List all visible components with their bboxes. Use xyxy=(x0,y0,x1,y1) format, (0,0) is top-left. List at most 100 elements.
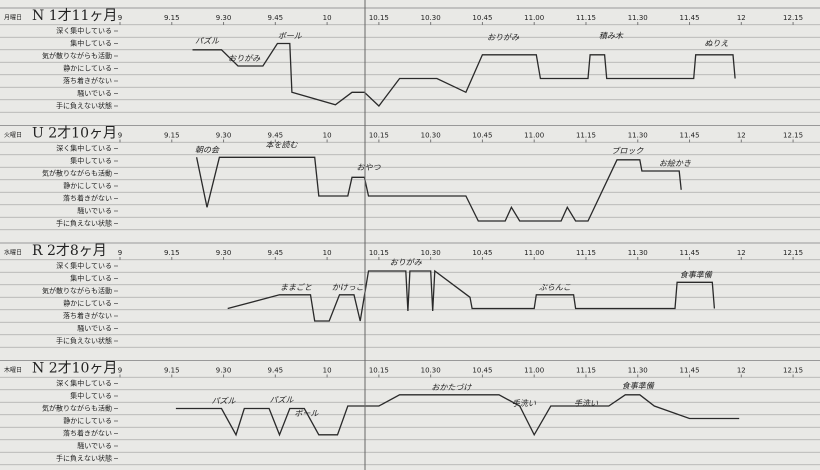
x-tick-label: 10.15 xyxy=(369,367,389,375)
x-tick-label: 12 xyxy=(737,132,746,140)
y-tick-label: 集中している xyxy=(70,391,112,400)
y-tick-label: 落ち着きがない xyxy=(63,429,112,438)
annotation: かけっこ xyxy=(332,283,364,292)
y-tick-label: 落ち着きがない xyxy=(63,194,112,203)
x-tick-label: 9.45 xyxy=(268,132,284,140)
y-tick-label: 集中している xyxy=(70,274,112,283)
y-tick-label: 手に負えない状態 xyxy=(56,336,112,345)
y-tick-label: 深く集中している xyxy=(56,261,112,270)
x-tick-label: 11.45 xyxy=(680,249,700,257)
y-tick-label: 集中している xyxy=(70,39,112,48)
y-tick-label: 落ち着きがない xyxy=(63,76,112,85)
y-tick-label: 気が散りながらも活動 xyxy=(42,286,112,295)
annotation: おりがみ xyxy=(390,258,423,267)
annotation: 食事準備 xyxy=(622,382,655,391)
x-tick-label: 9.30 xyxy=(216,132,232,140)
annotation: おやつ xyxy=(357,163,382,172)
x-tick-label: 9.15 xyxy=(164,14,180,22)
x-tick-label: 9.45 xyxy=(268,367,284,375)
y-tick-label: 深く集中している xyxy=(56,26,112,35)
annotation: 積み木 xyxy=(599,32,624,41)
x-tick-label: 11.00 xyxy=(524,132,544,140)
x-tick-label: 12.15 xyxy=(783,249,803,257)
x-tick-label: 9.45 xyxy=(268,14,284,22)
x-tick-label: 10 xyxy=(323,14,332,22)
x-tick-label: 9 xyxy=(118,249,122,257)
x-tick-label: 11.00 xyxy=(524,14,544,22)
x-tick-label: 11.00 xyxy=(524,249,544,257)
x-tick-label: 9.15 xyxy=(164,367,180,375)
x-tick-label: 12 xyxy=(737,249,746,257)
x-tick-label: 10.45 xyxy=(472,132,492,140)
x-tick-label: 10.30 xyxy=(421,367,441,375)
x-tick-label: 10.45 xyxy=(472,14,492,22)
x-tick-label: 11.15 xyxy=(576,367,596,375)
annotation: おりがみ xyxy=(487,33,520,42)
y-tick-label: 静かにしている xyxy=(63,416,112,425)
y-tick-label: 騒いでいる xyxy=(77,90,112,98)
x-tick-label: 9.15 xyxy=(164,249,180,257)
y-tick-label: 落ち着きがない xyxy=(63,311,112,320)
day-label: 月曜日 xyxy=(4,15,22,22)
x-tick-label: 9.45 xyxy=(268,249,284,257)
y-tick-label: 静かにしている xyxy=(63,299,112,308)
x-tick-label: 11.30 xyxy=(628,367,648,375)
x-tick-label: 9 xyxy=(118,14,122,22)
annotation: パズル xyxy=(212,397,237,406)
x-tick-label: 11.15 xyxy=(576,132,596,140)
x-tick-label: 11.45 xyxy=(680,132,700,140)
x-tick-label: 10.15 xyxy=(369,14,389,22)
x-tick-label: 9.30 xyxy=(216,14,232,22)
y-tick-label: 静かにしている xyxy=(63,181,112,190)
x-tick-label: 10.15 xyxy=(369,132,389,140)
annotation: ぶらんこ xyxy=(539,283,571,292)
y-tick-label: 深く集中している xyxy=(56,379,112,388)
y-tick-label: 集中している xyxy=(70,156,112,165)
y-tick-label: 騒いでいる xyxy=(77,325,112,333)
x-tick-label: 12.15 xyxy=(783,14,803,22)
annotation: お絵かき xyxy=(659,159,691,168)
annotation: おかたづけ xyxy=(431,383,472,392)
panel-title: N 1才11ヶ月 xyxy=(32,8,117,24)
day-label: 水曜日 xyxy=(4,249,22,257)
x-tick-label: 9.15 xyxy=(164,132,180,140)
annotation: ブロック xyxy=(611,147,644,156)
x-tick-label: 11.30 xyxy=(628,249,648,257)
x-tick-label: 10.30 xyxy=(421,14,441,22)
y-tick-label: 騒いでいる xyxy=(77,442,112,450)
annotation: おりがみ xyxy=(228,54,261,63)
x-tick-label: 12 xyxy=(737,14,746,22)
day-label: 木曜日 xyxy=(4,366,22,374)
x-tick-label: 11.30 xyxy=(628,132,648,140)
x-tick-label: 10 xyxy=(323,249,332,257)
paper xyxy=(0,0,820,470)
x-tick-label: 10.30 xyxy=(421,132,441,140)
annotation: 本を読む xyxy=(266,140,299,149)
annotation: 手洗い xyxy=(574,399,598,408)
panel-title: N 2才10ヶ月 xyxy=(32,361,117,377)
annotation: 食事準備 xyxy=(680,270,713,279)
y-tick-label: 静かにしている xyxy=(63,64,112,73)
x-tick-label: 9 xyxy=(118,367,122,375)
chart-sheet: 月曜日N 1才11ヶ月99.159.309.451010.1510.3010.4… xyxy=(0,0,820,470)
annotation: ままごと xyxy=(280,283,312,292)
annotation: パズル xyxy=(270,395,295,404)
annotation: 手洗い xyxy=(512,399,536,408)
x-tick-label: 9 xyxy=(118,132,122,140)
x-tick-label: 11.15 xyxy=(576,249,596,257)
y-tick-label: 手に負えない状態 xyxy=(56,101,112,110)
x-tick-label: 9.30 xyxy=(216,367,232,375)
x-tick-label: 9.30 xyxy=(216,249,232,257)
panel-title: U 2才10ヶ月 xyxy=(32,126,117,142)
x-tick-label: 11.30 xyxy=(628,14,648,22)
annotation: 朝の会 xyxy=(195,145,220,154)
annotation: ぬりえ xyxy=(704,39,728,48)
x-tick-label: 11.45 xyxy=(680,14,700,22)
y-tick-label: 気が散りながらも活動 xyxy=(42,51,112,60)
x-tick-label: 11.15 xyxy=(576,14,596,22)
y-tick-label: 騒いでいる xyxy=(77,207,112,215)
panel-title: R 2才8ヶ月 xyxy=(32,243,107,259)
x-tick-label: 11.00 xyxy=(524,367,544,375)
y-tick-label: 手に負えない状態 xyxy=(56,454,112,463)
annotation: ボール xyxy=(294,409,319,418)
